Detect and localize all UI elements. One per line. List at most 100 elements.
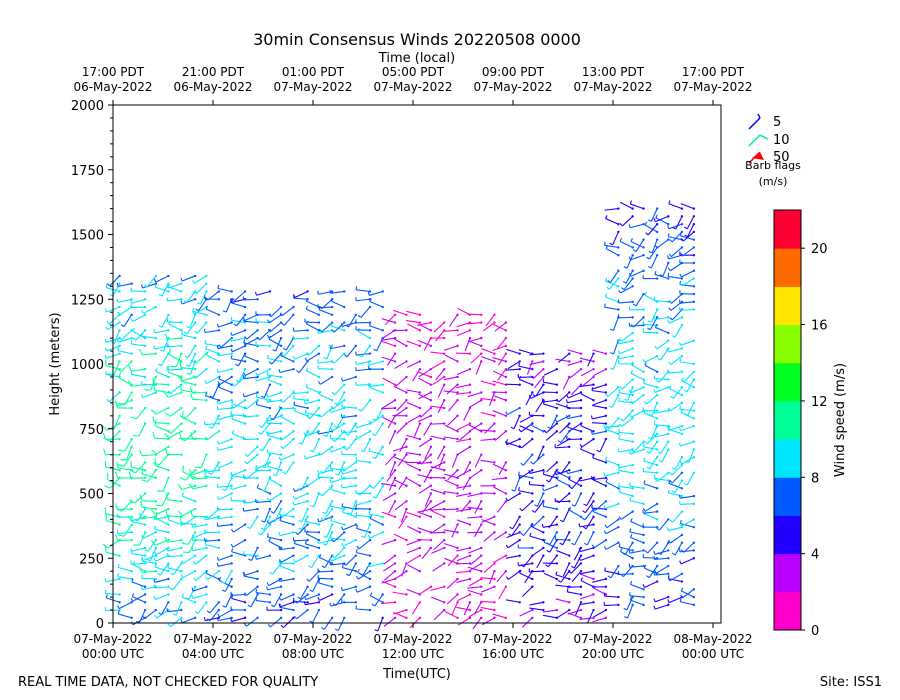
wind-barb [518, 468, 534, 479]
wind-barb [266, 371, 283, 379]
barb-shaft [605, 428, 619, 435]
barb-station-dot [631, 300, 634, 304]
wind-barb [416, 461, 433, 465]
barb-station-dot [480, 616, 483, 620]
barb-half-feather [155, 367, 158, 372]
barb-station-dot [405, 484, 408, 487]
barb-shaft [382, 416, 396, 425]
wind-barb [618, 417, 634, 428]
barb-shaft [514, 477, 521, 492]
barb-half-feather [607, 279, 611, 283]
wind-barb [492, 370, 508, 379]
wind-barb [470, 554, 483, 566]
barb-shaft [456, 547, 471, 552]
wind-barb [138, 348, 158, 356]
barb-station-dot [279, 453, 283, 456]
barb-shaft [383, 555, 396, 565]
barb-station-dot [592, 593, 595, 596]
barb-shaft [184, 430, 196, 442]
barb-half-feather [604, 567, 606, 572]
barb-shaft [654, 410, 669, 414]
barb-shaft [655, 386, 669, 393]
wind-barb [679, 290, 696, 296]
barb-shaft [423, 423, 432, 436]
barb-shaft [592, 349, 607, 355]
wind-barb [367, 383, 384, 388]
barb-half-feather [630, 361, 634, 366]
barb-station-dot [579, 616, 583, 620]
wind-barb [554, 535, 571, 542]
barb-station-dot [592, 492, 595, 495]
barb-station-dot [130, 531, 133, 534]
barb-station-dot [480, 562, 483, 565]
wind-barb [653, 432, 670, 438]
wind-barb [493, 531, 508, 541]
barb-station-dot [692, 386, 696, 389]
wind-barb [230, 468, 247, 477]
wind-barb [157, 476, 170, 492]
barb-shaft [668, 347, 683, 353]
wind-barb [567, 360, 583, 366]
barb-half-feather [680, 594, 684, 599]
barb-shaft [243, 342, 258, 347]
barb-shaft [675, 216, 683, 230]
y-tick-label: 250 [79, 552, 104, 567]
barb-shaft [135, 329, 146, 341]
wind-barb [205, 392, 221, 402]
barb-half-feather [131, 578, 134, 583]
wind-barb [166, 546, 183, 552]
wind-barb [482, 321, 496, 332]
barb-shaft [246, 329, 258, 340]
barb-station-dot [493, 577, 496, 581]
barb-half-feather [109, 293, 114, 297]
barb-half-feather [619, 222, 623, 227]
barb-shaft [412, 368, 421, 382]
barb-shaft [356, 298, 371, 302]
wind-barb [130, 546, 147, 552]
barb-half-feather [504, 441, 508, 445]
barb-station-dot [143, 305, 147, 309]
wind-barb [191, 593, 208, 599]
barb-shaft [627, 604, 634, 619]
wind-barb [481, 585, 496, 593]
barb-station-dot [130, 445, 133, 449]
barb-station-dot [655, 409, 659, 412]
wind-barb [643, 457, 659, 467]
wind-barb [517, 373, 534, 379]
barb-shaft [420, 407, 432, 418]
barb-station-dot [680, 207, 684, 210]
barb-station-dot [631, 417, 634, 420]
barb-station-dot [292, 577, 295, 581]
barb-half-feather [231, 383, 235, 387]
wind-barb [654, 323, 670, 335]
barb-station-dot [167, 601, 170, 604]
barb-station-dot [205, 453, 208, 456]
wind-barb [278, 593, 295, 601]
barb-shaft [446, 578, 458, 589]
barb-shaft [618, 355, 633, 360]
barb-half-feather [304, 357, 308, 362]
barb-station-dot [617, 595, 620, 599]
barb-half-feather [329, 479, 332, 483]
barb-station-dot [631, 331, 634, 335]
barb-full-feather [138, 566, 143, 573]
barb-shaft [275, 337, 282, 352]
wind-barb [183, 321, 197, 335]
barb-shaft [467, 391, 482, 398]
barb-full-feather [155, 512, 158, 519]
barb-shaft [530, 424, 544, 432]
barb-shaft [155, 370, 169, 378]
wind-barb [644, 432, 659, 445]
barb-shaft [181, 389, 196, 394]
barb-half-feather [617, 464, 620, 468]
barb-half-feather [647, 320, 652, 323]
barb-shaft [330, 488, 345, 495]
barb-station-dot [154, 336, 158, 340]
barb-shaft [608, 278, 619, 290]
wind-barb [255, 393, 272, 402]
barb-half-feather [667, 225, 670, 229]
barb-station-dot [130, 570, 133, 573]
barb-half-feather [243, 405, 248, 410]
wind-barb [388, 476, 397, 491]
